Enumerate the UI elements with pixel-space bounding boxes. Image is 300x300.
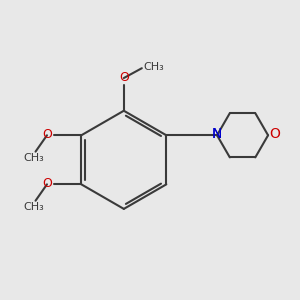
Text: N: N — [212, 127, 222, 141]
Text: CH₃: CH₃ — [23, 153, 44, 163]
Text: O: O — [270, 127, 280, 141]
Text: O: O — [119, 70, 129, 84]
Text: CH₃: CH₃ — [143, 62, 164, 72]
Text: O: O — [43, 128, 52, 141]
Text: CH₃: CH₃ — [23, 202, 44, 212]
Text: O: O — [43, 177, 52, 190]
Text: N: N — [212, 127, 222, 141]
